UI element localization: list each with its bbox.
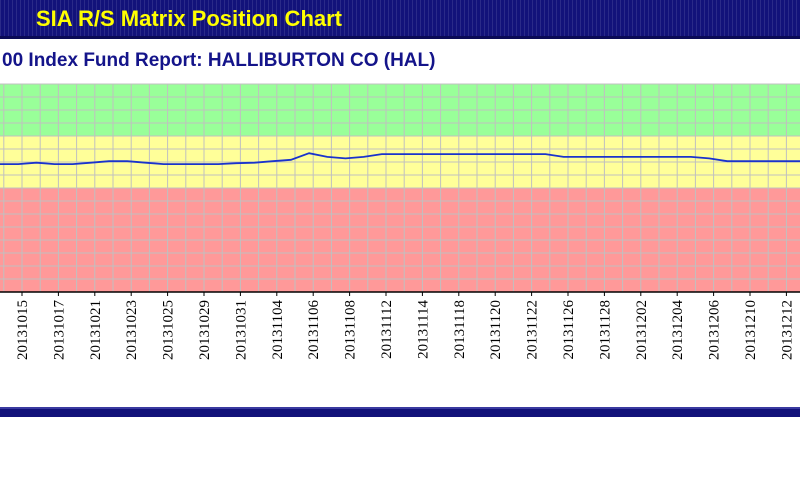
x-tick-label: 20131120 bbox=[488, 300, 504, 359]
x-tick-label: 20131106 bbox=[306, 300, 322, 360]
x-tick-label: 20131021 bbox=[88, 300, 104, 360]
rs-position-line bbox=[0, 152, 800, 165]
x-tick-label: 20131122 bbox=[525, 300, 541, 359]
report-title: 00 Index Fund Report: HALLIBURTON CO (HA… bbox=[2, 50, 436, 71]
x-tick-label: 20131031 bbox=[233, 300, 249, 360]
chart-footer-line bbox=[0, 407, 800, 409]
chart-footer-bar bbox=[0, 407, 800, 417]
x-tick-label: 20131112 bbox=[379, 300, 395, 359]
x-tick-label: 20131015 bbox=[15, 300, 31, 360]
x-tick-label: 20131023 bbox=[124, 300, 140, 360]
x-tick-label: 20131017 bbox=[51, 300, 67, 361]
x-tick-label: 20131108 bbox=[343, 300, 359, 359]
x-tick-label: 20131128 bbox=[597, 300, 613, 359]
x-tick-label: 20131126 bbox=[561, 300, 577, 360]
x-tick-label: 20131104 bbox=[270, 300, 286, 360]
x-tick-label: 20131029 bbox=[197, 300, 213, 360]
x-tick-label: 20131118 bbox=[452, 300, 468, 359]
x-tick-label: 20131210 bbox=[743, 300, 759, 360]
chart-header-title: SIA R/S Matrix Position Chart bbox=[36, 6, 343, 31]
x-tick-label: 20131114 bbox=[415, 300, 431, 359]
x-tick-label: 20131206 bbox=[707, 300, 723, 361]
x-tick-label: 20131212 bbox=[779, 300, 795, 360]
x-tick-label: 20131204 bbox=[670, 300, 686, 361]
header-underline bbox=[0, 36, 800, 39]
x-tick-label: 20131202 bbox=[634, 300, 650, 360]
chart-header-bar bbox=[0, 0, 800, 36]
x-tick-label: 20131025 bbox=[161, 300, 177, 360]
